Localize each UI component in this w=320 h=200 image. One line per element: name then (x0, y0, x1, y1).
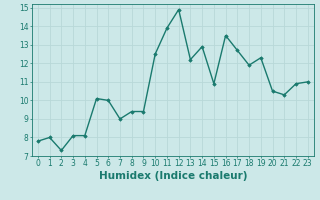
X-axis label: Humidex (Indice chaleur): Humidex (Indice chaleur) (99, 171, 247, 181)
